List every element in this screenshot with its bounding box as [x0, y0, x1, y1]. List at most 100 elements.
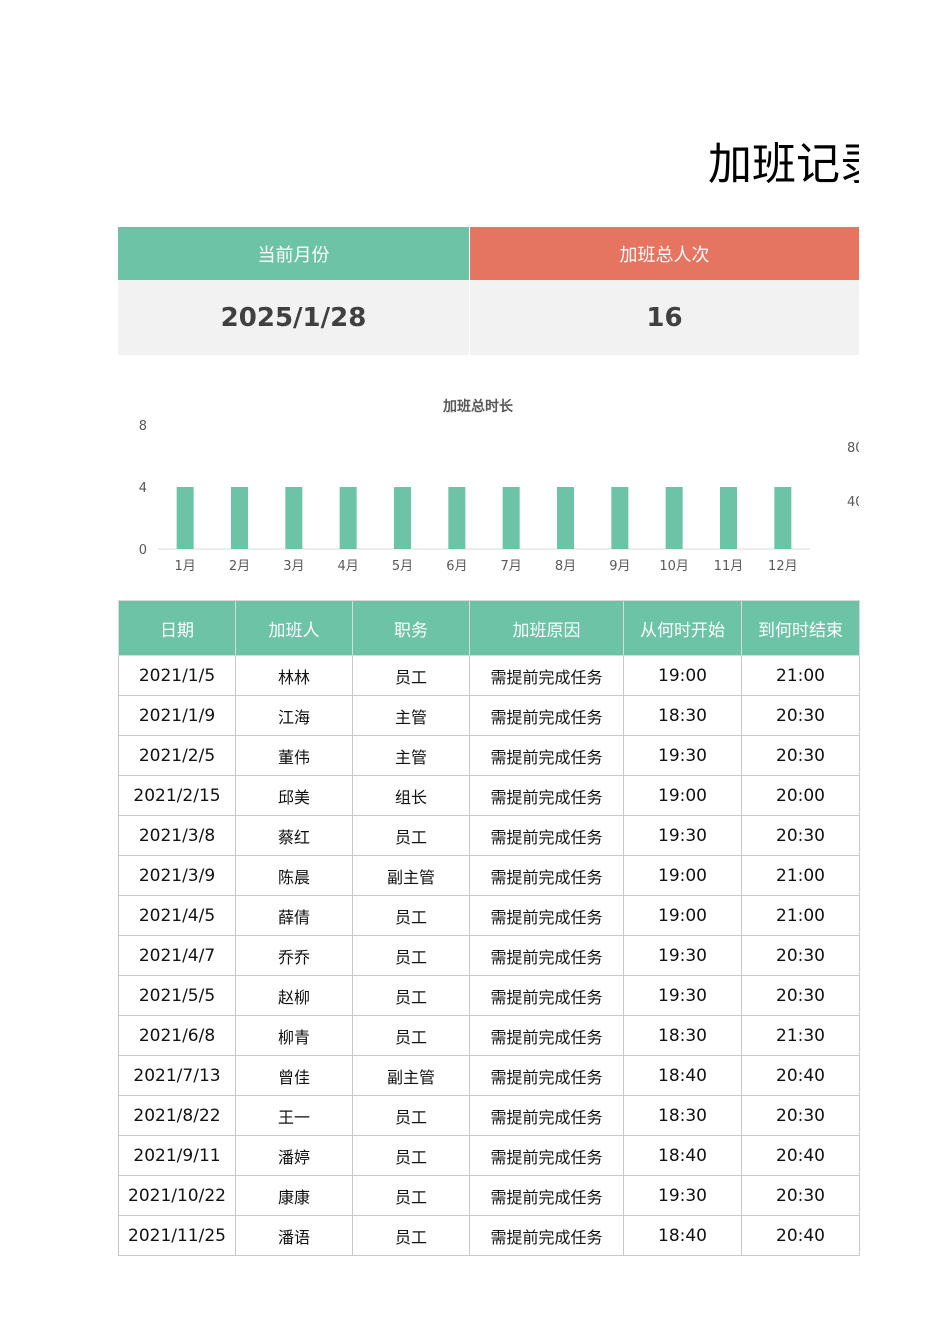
- position-cell: 员工: [352, 1095, 470, 1136]
- start-cell: 19:00: [623, 655, 742, 696]
- reason-cell: 需提前完成任务: [469, 655, 624, 696]
- date-cell: 2021/4/5: [118, 895, 236, 936]
- person-cell: 赵柳: [235, 975, 353, 1016]
- table-row: 2021/9/11 潘婷 员工 需提前完成任务 18:40 20:40: [118, 1135, 860, 1176]
- bar-12: [774, 487, 792, 549]
- position-cell: 员工: [352, 895, 470, 936]
- chart-svg: 加班总时长 0 4 8 80 40 1月 2月 3月 4月 5月 6月 7月 8月 9月 10月 11月 12月: [139, 398, 859, 574]
- reason-cell: 需提前完成任务: [469, 775, 624, 816]
- start-cell: 18:40: [623, 1215, 742, 1256]
- position-cell: 员工: [352, 655, 470, 696]
- reason-cell: 需提前完成任务: [469, 855, 624, 896]
- y-tick-label: 8: [139, 419, 147, 434]
- end-cell: 21:00: [741, 895, 860, 936]
- position-cell: 副主管: [352, 1055, 470, 1096]
- start-cell: 18:30: [623, 1095, 742, 1136]
- bar-8: [557, 487, 574, 549]
- bar-11: [720, 487, 737, 549]
- date-cell: 2021/4/7: [118, 935, 236, 976]
- position-cell: 主管: [352, 735, 470, 776]
- chart-title: 加班总时长: [442, 398, 514, 415]
- date-cell: 2021/8/22: [118, 1095, 236, 1136]
- reason-cell: 需提前完成任务: [469, 975, 624, 1016]
- reason-cell: 需提前完成任务: [469, 935, 624, 976]
- table-row: 2021/1/9 江海 主管 需提前完成任务 18:30 20:30: [118, 695, 860, 736]
- reason-cell: 需提前完成任务: [469, 815, 624, 856]
- position-cell: 员工: [352, 815, 470, 856]
- person-cell: 林林: [235, 655, 353, 696]
- secondary-y-tick-label: 80: [847, 441, 859, 456]
- person-cell: 董伟: [235, 735, 353, 776]
- x-tick-label: 4月: [338, 559, 359, 574]
- reason-cell: 需提前完成任务: [469, 1095, 624, 1136]
- start-cell: 19:30: [623, 1175, 742, 1216]
- end-cell: 20:40: [741, 1135, 860, 1176]
- reason-cell: 需提前完成任务: [469, 1175, 624, 1216]
- date-cell: 2021/2/5: [118, 735, 236, 776]
- date-cell: 2021/2/15: [118, 775, 236, 816]
- end-cell: 20:30: [741, 735, 860, 776]
- table-row: 2021/5/5 赵柳 员工 需提前完成任务 19:30 20:30: [118, 975, 860, 1016]
- end-cell: 20:30: [741, 975, 860, 1016]
- position-cell: 副主管: [352, 855, 470, 896]
- start-cell: 19:30: [623, 735, 742, 776]
- date-cell: 2021/1/5: [118, 655, 236, 696]
- start-cell: 19:00: [623, 775, 742, 816]
- current-month-value: 2025/1/28: [118, 280, 469, 355]
- position-cell: 员工: [352, 935, 470, 976]
- table-row: 2021/11/25 潘语 员工 需提前完成任务 18:40 20:40: [118, 1215, 860, 1256]
- table-row: 2021/3/8 蔡红 员工 需提前完成任务 19:30 20:30: [118, 815, 860, 856]
- bar-5: [394, 487, 411, 549]
- person-cell: 蔡红: [235, 815, 353, 856]
- date-cell: 2021/9/11: [118, 1135, 236, 1176]
- overtime-table: 日期 加班人 职务 加班原因 从何时开始 到何时结束 2021/1/5 林林 员工需…: [118, 600, 860, 1256]
- end-cell: 20:30: [741, 1095, 860, 1136]
- end-cell: 20:30: [741, 1175, 860, 1216]
- y-tick-label: 4: [139, 481, 147, 496]
- date-cell: 2021/3/8: [118, 815, 236, 856]
- end-cell: 20:40: [741, 1215, 860, 1256]
- y-tick-label: 0: [139, 543, 147, 558]
- reason-cell: 需提前完成任务: [469, 895, 624, 936]
- x-tick-label: 1月: [175, 559, 196, 574]
- position-cell: 员工: [352, 1175, 470, 1216]
- start-cell: 19:30: [623, 815, 742, 856]
- end-cell: 20:00: [741, 775, 860, 816]
- title-area: 加班记录: [0, 0, 859, 200]
- start-cell: 18:30: [623, 695, 742, 736]
- start-cell: 19:30: [623, 975, 742, 1016]
- bar-3: [285, 487, 303, 549]
- end-cell: 20:30: [741, 815, 860, 856]
- table-row: 2021/4/7 乔乔 员工 需提前完成任务 19:30 20:30: [118, 935, 860, 976]
- end-cell: 21:00: [741, 855, 860, 896]
- total-count-value: 16: [470, 280, 859, 355]
- person-cell: 柳青: [235, 1015, 353, 1056]
- position-cell: 主管: [352, 695, 470, 736]
- person-cell: 康康: [235, 1175, 353, 1216]
- bar-1: [176, 487, 194, 549]
- reason-cell: 需提前完成任务: [469, 1055, 624, 1096]
- x-tick-label: 6月: [446, 559, 467, 574]
- date-cell: 2021/6/8: [118, 1015, 236, 1056]
- reason-cell: 需提前完成任务: [469, 1215, 624, 1256]
- date-cell: 2021/11/25: [118, 1215, 236, 1256]
- person-cell: 潘婷: [235, 1135, 353, 1176]
- summary-panel: 当前月份 加班总人次 2025/1/28 16: [118, 227, 859, 355]
- start-cell: 18:30: [623, 1015, 742, 1056]
- table-row: 2021/10/22 康康 员工 需提前完成任务 19:30 20:30: [118, 1175, 860, 1216]
- table-row: 2021/6/8 柳青 员工 需提前完成任务 18:30 21:30: [118, 1015, 860, 1056]
- secondary-y-tick-label: 40: [847, 495, 859, 510]
- bar-9: [611, 487, 629, 549]
- current-month-label: 当前月份: [118, 227, 469, 280]
- table-row: 2021/8/22 王一 员工 需提前完成任务 18:30 20:30: [118, 1095, 860, 1136]
- table-row: 2021/2/5 董伟 主管 需提前完成任务 19:30 20:30: [118, 735, 860, 776]
- x-tick-label: 12月: [768, 559, 798, 574]
- position-cell: 员工: [352, 1215, 470, 1256]
- table-row: 2021/2/15 邱美 组长 需提前完成任务 19:00 20:00: [118, 775, 860, 816]
- date-cell: 2021/3/9: [118, 855, 236, 896]
- bar-6: [448, 487, 466, 549]
- table-row: 2021/3/9 陈晨 副主管 需提前完成任务 19:00 21:00: [118, 855, 860, 896]
- x-tick-label: 8月: [555, 559, 576, 574]
- start-cell: 18:40: [623, 1135, 742, 1176]
- x-tick-label: 10月: [659, 559, 689, 574]
